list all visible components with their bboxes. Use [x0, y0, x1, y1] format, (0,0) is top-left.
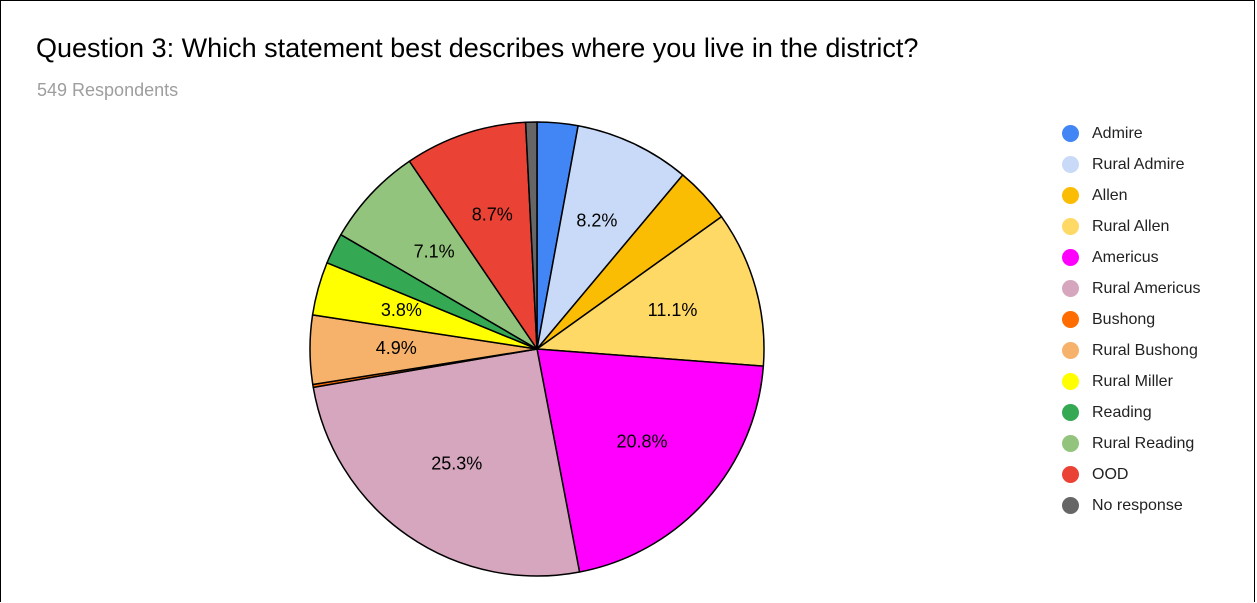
- legend-label: Rural Allen: [1092, 217, 1170, 235]
- legend-swatch: [1062, 280, 1079, 297]
- pie-slice-rural-reading[interactable]: [340, 160, 538, 350]
- legend-label: Reading: [1092, 403, 1152, 421]
- legend-swatch: [1062, 311, 1079, 328]
- legend-swatch: [1062, 466, 1079, 483]
- slice-label-rural-miller: 3.8%: [381, 300, 422, 320]
- pie-slice-rural-americus[interactable]: [312, 348, 581, 577]
- legend-label: Allen: [1092, 186, 1128, 204]
- legend-item-rural-allen[interactable]: Rural Allen: [1062, 211, 1200, 242]
- slice-label-rural-admire: 8.2%: [576, 210, 617, 230]
- legend-swatch: [1062, 249, 1079, 266]
- legend-label: Rural Miller: [1092, 372, 1173, 390]
- slice-label-ood: 8.7%: [472, 204, 513, 224]
- legend-swatch: [1062, 404, 1079, 421]
- legend-label: Americus: [1092, 248, 1159, 266]
- pie-slice-rural-allen[interactable]: [536, 215, 765, 367]
- legend-label: Rural Americus: [1092, 279, 1201, 297]
- slice-label-rural-reading: 7.1%: [414, 242, 455, 262]
- legend-label: Rural Bushong: [1092, 341, 1198, 359]
- legend-item-reading[interactable]: Reading: [1062, 397, 1200, 428]
- legend-item-allen[interactable]: Allen: [1062, 180, 1200, 211]
- legend-swatch: [1062, 342, 1079, 359]
- slice-label-americus: 20.8%: [616, 431, 667, 451]
- slice-label-rural-allen: 11.1%: [648, 300, 698, 320]
- legend-swatch: [1062, 373, 1079, 390]
- pie-slice-no-response[interactable]: [524, 121, 538, 350]
- legend-item-rural-americus[interactable]: Rural Americus: [1062, 273, 1200, 304]
- legend-item-rural-bushong[interactable]: Rural Bushong: [1062, 335, 1200, 366]
- legend-item-bushong[interactable]: Bushong: [1062, 304, 1200, 335]
- legend-swatch: [1062, 218, 1079, 235]
- legend-item-rural-admire[interactable]: Rural Admire: [1062, 149, 1200, 180]
- legend-swatch: [1062, 187, 1079, 204]
- pie-slice-rural-admire[interactable]: [536, 125, 684, 350]
- legend-label: Bushong: [1092, 310, 1156, 328]
- legend-label: Admire: [1092, 124, 1143, 142]
- legend-item-ood[interactable]: OOD: [1062, 459, 1200, 490]
- legend-swatch: [1062, 125, 1079, 142]
- legend-item-no-response[interactable]: No response: [1062, 490, 1200, 521]
- legend-label: Rural Admire: [1092, 155, 1185, 173]
- legend-label: OOD: [1092, 465, 1129, 483]
- chart-title: Question 3: Which statement best describ…: [36, 33, 919, 63]
- chart-legend: Admire Rural Admire Allen Rural Allen Americ…: [1062, 118, 1200, 521]
- legend-swatch: [1062, 435, 1079, 452]
- legend-item-rural-miller[interactable]: Rural Miller: [1062, 366, 1200, 397]
- pie-slice-americus[interactable]: [536, 348, 765, 573]
- legend-label: Rural Reading: [1092, 434, 1195, 452]
- legend-item-admire[interactable]: Admire: [1062, 118, 1200, 149]
- slice-label-rural-bushong: 4.9%: [376, 338, 417, 358]
- legend-swatch: [1062, 156, 1079, 173]
- legend-item-rural-reading[interactable]: Rural Reading: [1062, 428, 1200, 459]
- slice-label-rural-americus: 25.3%: [431, 453, 482, 473]
- pie-slice-ood[interactable]: [408, 121, 538, 350]
- legend-swatch: [1062, 497, 1079, 514]
- legend-label: No response: [1092, 496, 1183, 514]
- legend-item-americus[interactable]: Americus: [1062, 242, 1200, 273]
- chart-subtitle: 549 Respondents: [37, 80, 179, 100]
